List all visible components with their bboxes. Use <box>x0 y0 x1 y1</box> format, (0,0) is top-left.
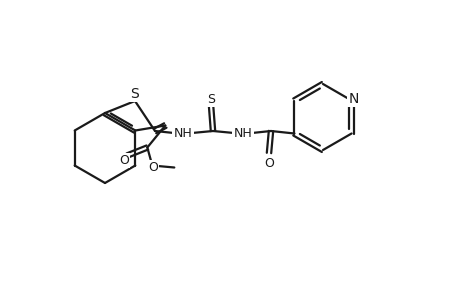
Text: NH: NH <box>173 127 192 140</box>
Text: O: O <box>119 154 129 167</box>
Text: S: S <box>130 87 139 101</box>
Text: O: O <box>263 157 274 169</box>
Text: NH: NH <box>233 127 252 140</box>
Text: O: O <box>148 161 158 174</box>
Text: S: S <box>207 92 214 106</box>
Text: N: N <box>347 92 358 106</box>
